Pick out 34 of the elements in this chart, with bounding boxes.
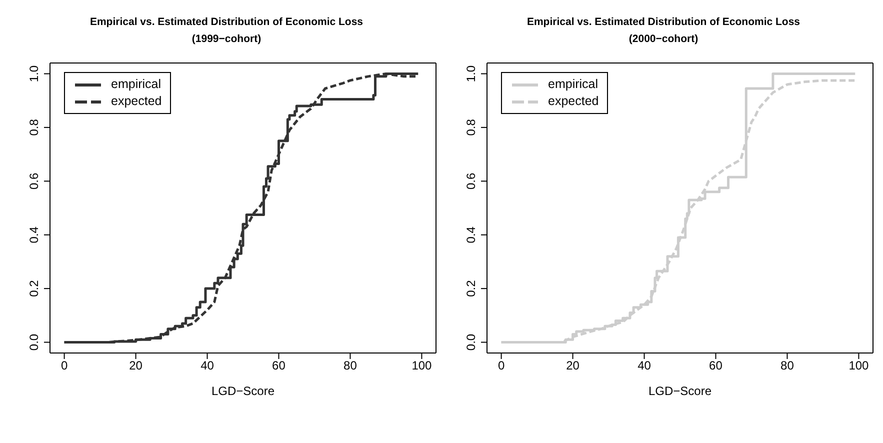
y-tick-label: 0.8 [464,118,478,136]
y-tick-label: 0.2 [27,280,41,297]
x-tick-label: 100 [848,358,870,373]
x-tick-label: 80 [344,358,358,373]
legend-label: empirical [548,76,598,93]
chart-title: Empirical vs. Estimated Distribution of Economic Loss [526,15,802,30]
y-tick-label: 0.8 [27,118,41,136]
y-tick-label: 0.0 [27,334,41,351]
y-tick-label: 1.0 [464,65,478,82]
legend-label: empirical [111,76,162,93]
y-tick-label: 1.0 [27,65,41,82]
x-tick-label: 20 [129,358,143,373]
x-tick-label: 20 [566,358,580,373]
y-tick-label: 0.4 [464,226,478,244]
chart-subtitle: (1999−cohort) [190,32,262,47]
x-axis-title: LGD−Score [211,384,275,398]
legend-label: expected [111,93,162,110]
x-tick-label: 0 [498,358,505,373]
x-tick-label: 100 [412,358,432,373]
x-axis-title: LGD−Score [648,384,712,398]
chart-title: Empirical vs. Estimated Distribution of Economic Loss [88,15,364,30]
x-tick-label: 80 [780,358,794,373]
y-tick-label: 0.6 [464,172,478,190]
x-tick-label: 60 [709,358,723,373]
legend-label: expected [548,93,599,110]
y-tick-label: 0.2 [464,280,478,297]
x-tick-label: 0 [60,358,68,373]
x-tick-label: 40 [200,358,214,373]
x-tick-label: 60 [272,358,286,373]
y-tick-label: 0.0 [464,334,478,351]
y-tick-label: 0.4 [27,226,41,244]
x-tick-label: 40 [638,358,652,373]
y-tick-label: 0.6 [27,172,41,190]
chart-subtitle: (2000−cohort) [628,32,700,47]
